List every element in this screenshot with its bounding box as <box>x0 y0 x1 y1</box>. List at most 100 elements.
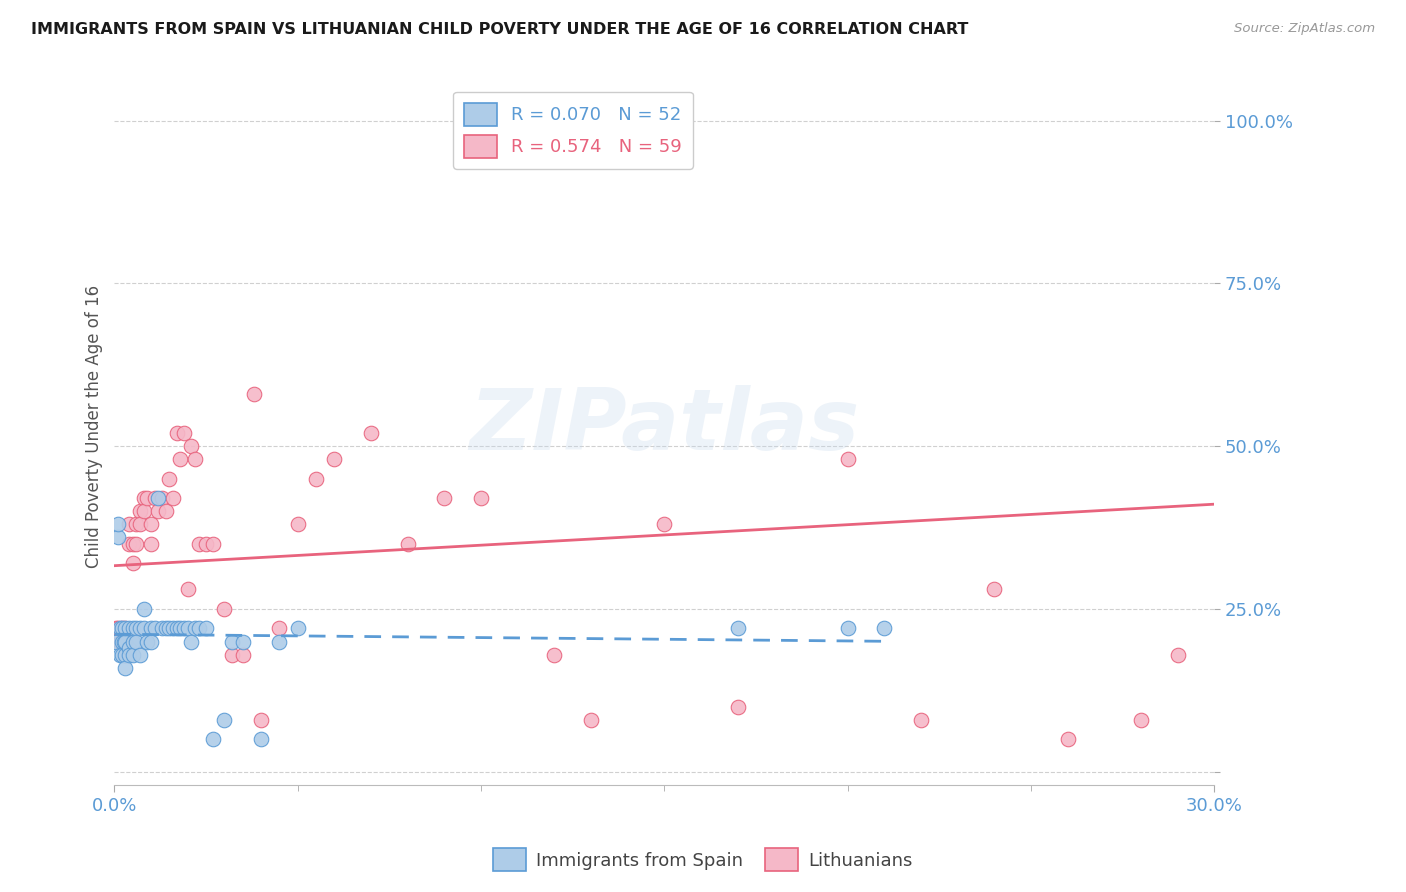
Point <box>232 648 254 662</box>
Point <box>155 622 177 636</box>
Point <box>1129 713 1152 727</box>
Point <box>105 622 128 636</box>
Point <box>157 622 180 636</box>
Point <box>250 713 273 727</box>
Point <box>543 648 565 662</box>
Point <box>242 387 264 401</box>
Point <box>139 537 162 551</box>
Point <box>579 713 602 727</box>
Point <box>114 660 136 674</box>
Point <box>132 491 155 506</box>
Point <box>132 504 155 518</box>
Point <box>132 622 155 636</box>
Point <box>111 634 134 648</box>
Point <box>148 504 170 518</box>
Point <box>108 622 131 636</box>
Point <box>139 622 162 636</box>
Point <box>433 491 456 506</box>
Point <box>162 622 184 636</box>
Point <box>111 634 134 648</box>
Point <box>470 491 492 506</box>
Point <box>187 622 209 636</box>
Point <box>221 634 243 648</box>
Point <box>129 622 152 636</box>
Point <box>910 713 932 727</box>
Point <box>837 622 859 636</box>
Point <box>195 622 218 636</box>
Point <box>195 537 218 551</box>
Point <box>214 713 236 727</box>
Point <box>114 622 136 636</box>
Point <box>177 582 200 597</box>
Point <box>118 517 141 532</box>
Point <box>139 517 162 532</box>
Point <box>232 634 254 648</box>
Text: Source: ZipAtlas.com: Source: ZipAtlas.com <box>1234 22 1375 36</box>
Text: ZIPatlas: ZIPatlas <box>470 385 859 468</box>
Point <box>114 648 136 662</box>
Point <box>323 452 346 467</box>
Point <box>111 622 134 636</box>
Point <box>166 426 188 441</box>
Point <box>269 634 291 648</box>
Point <box>132 602 155 616</box>
Point <box>157 472 180 486</box>
Point <box>173 426 195 441</box>
Point <box>118 622 141 636</box>
Point <box>108 648 131 662</box>
Point <box>180 439 202 453</box>
Point <box>129 517 152 532</box>
Point <box>177 622 200 636</box>
Point <box>184 452 207 467</box>
Point <box>250 732 273 747</box>
Point <box>114 648 136 662</box>
Point <box>143 491 166 506</box>
Point <box>169 452 191 467</box>
Point <box>148 491 170 506</box>
Point <box>121 622 143 636</box>
Point <box>1056 732 1078 747</box>
Point <box>139 634 162 648</box>
Point <box>221 648 243 662</box>
Point <box>129 648 152 662</box>
Point <box>108 634 131 648</box>
Point <box>180 634 202 648</box>
Point <box>121 648 143 662</box>
Point <box>111 622 134 636</box>
Point <box>269 622 291 636</box>
Point <box>107 530 129 544</box>
Point <box>121 557 143 571</box>
Point <box>155 504 177 518</box>
Point <box>184 622 207 636</box>
Point <box>837 452 859 467</box>
Point <box>652 517 675 532</box>
Point <box>202 537 225 551</box>
Text: IMMIGRANTS FROM SPAIN VS LITHUANIAN CHILD POVERTY UNDER THE AGE OF 16 CORRELATIO: IMMIGRANTS FROM SPAIN VS LITHUANIAN CHIL… <box>31 22 969 37</box>
Point <box>983 582 1005 597</box>
Point <box>112 634 135 648</box>
Point <box>114 634 136 648</box>
Point <box>287 622 309 636</box>
Point <box>202 732 225 747</box>
Point <box>287 517 309 532</box>
Point <box>187 537 209 551</box>
Point <box>1166 648 1188 662</box>
Point <box>360 426 382 441</box>
Legend: Immigrants from Spain, Lithuanians: Immigrants from Spain, Lithuanians <box>486 841 920 879</box>
Point <box>125 537 148 551</box>
Legend: R = 0.070   N = 52, R = 0.574   N = 59: R = 0.070 N = 52, R = 0.574 N = 59 <box>453 92 693 169</box>
Point <box>727 699 749 714</box>
Point <box>143 622 166 636</box>
Point <box>136 634 159 648</box>
Point <box>214 602 236 616</box>
Point <box>111 648 134 662</box>
Y-axis label: Child Poverty Under the Age of 16: Child Poverty Under the Age of 16 <box>86 285 103 568</box>
Point <box>114 622 136 636</box>
Point <box>129 504 152 518</box>
Point <box>727 622 749 636</box>
Point <box>114 634 136 648</box>
Point <box>169 622 191 636</box>
Point <box>118 648 141 662</box>
Point <box>173 622 195 636</box>
Point <box>125 517 148 532</box>
